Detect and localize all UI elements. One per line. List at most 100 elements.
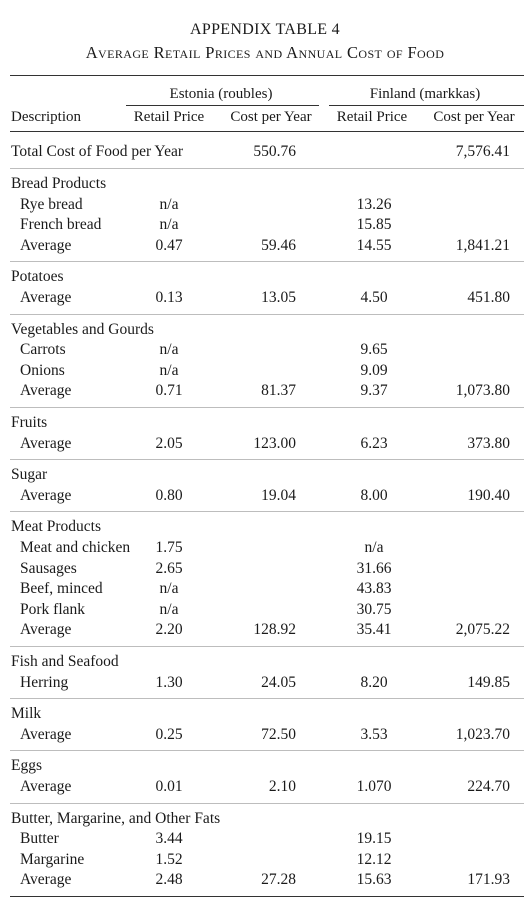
fin-retail-price: 8.20 bbox=[360, 673, 388, 691]
est-cost-per-year: 128.92 bbox=[253, 621, 296, 639]
group-heading: Potatoes bbox=[11, 268, 64, 286]
item-label: Sausages bbox=[20, 559, 77, 577]
est-retail-price: 0.01 bbox=[155, 778, 183, 795]
est-retail-price: n/a bbox=[159, 600, 179, 618]
average-label: Average bbox=[20, 621, 72, 639]
est-cost-per-year: 81.37 bbox=[261, 382, 296, 400]
est-cost-per-year: 123.00 bbox=[253, 434, 296, 452]
est-retail-price: 1.52 bbox=[155, 850, 183, 868]
estonia-underline bbox=[126, 105, 319, 106]
table-title: APPENDIX TABLE 4 bbox=[190, 21, 340, 38]
fin-retail-price: n/a bbox=[364, 539, 384, 556]
average-label: Average bbox=[20, 434, 72, 452]
est-cost-per-year: 2.10 bbox=[268, 778, 296, 795]
est-retail-price: 1.30 bbox=[155, 673, 183, 691]
est-retail-price: n/a bbox=[159, 195, 179, 213]
fin-retail-price: 8.00 bbox=[360, 486, 388, 504]
bottom-rule bbox=[10, 896, 524, 897]
est-retail-price: 0.47 bbox=[155, 236, 183, 254]
item-label: Rye bread bbox=[20, 195, 83, 213]
group-heading: Eggs bbox=[11, 757, 42, 775]
section-divider bbox=[10, 168, 524, 169]
est-retail-price: 2.05 bbox=[155, 434, 183, 452]
top-rule bbox=[10, 75, 524, 76]
average-label: Average bbox=[20, 289, 72, 306]
fin-retail-price: 4.50 bbox=[360, 289, 388, 306]
fin-retail-price: 6.23 bbox=[360, 434, 388, 452]
group-heading: Vegetables and Gourds bbox=[11, 320, 154, 338]
description-header: Description bbox=[11, 109, 81, 125]
fin-retail-price: 15.85 bbox=[356, 216, 392, 234]
fin-retail-price-header: Retail Price bbox=[336, 109, 408, 125]
section-divider bbox=[10, 407, 524, 408]
fin-cost-per-year: 171.93 bbox=[467, 871, 510, 889]
est-retail-price: n/a bbox=[159, 580, 179, 598]
group-heading: Meat Products bbox=[11, 518, 101, 536]
est-retail-price: 0.71 bbox=[155, 382, 183, 400]
est-retail-price: 0.80 bbox=[155, 486, 183, 504]
est-retail-price: n/a bbox=[159, 341, 179, 359]
est-retail-price: 2.65 bbox=[155, 559, 183, 577]
est-cost-per-year: 13.05 bbox=[261, 289, 296, 306]
fin-retail-price: 1.070 bbox=[356, 778, 392, 795]
fin-retail-price: 13.26 bbox=[356, 195, 392, 213]
fin-cost-per-year: 224.70 bbox=[467, 778, 510, 795]
section-divider bbox=[10, 802, 524, 804]
group-heading: Milk bbox=[11, 705, 42, 723]
section-divider bbox=[10, 313, 524, 315]
est-cost-header: Cost per Year bbox=[230, 109, 312, 125]
est-cost-per-year: 27.28 bbox=[261, 871, 296, 889]
est-retail-price: 3.44 bbox=[155, 830, 183, 848]
average-label: Average bbox=[20, 382, 72, 400]
fin-cost-per-year: 451.80 bbox=[467, 289, 510, 306]
section-divider bbox=[10, 459, 524, 461]
group-heading: Fruits bbox=[11, 414, 48, 431]
fin-retail-price: 9.37 bbox=[360, 382, 388, 400]
fin-cost-per-year: 1,841.21 bbox=[455, 236, 510, 254]
fin-retail-price: 9.09 bbox=[360, 361, 388, 379]
item-label: Herring bbox=[20, 673, 69, 691]
group-heading: Fish and Seafood bbox=[11, 653, 119, 670]
section-divider bbox=[10, 750, 524, 752]
fin-retail-price: 31.66 bbox=[356, 559, 392, 577]
section-divider bbox=[10, 646, 524, 647]
fin-cost-per-year: 2,075.22 bbox=[455, 621, 510, 639]
group-heading: Bread Products bbox=[11, 175, 107, 192]
table-subtitle: Average Retail Prices and Annual Cost of… bbox=[85, 43, 445, 62]
fin-retail-price: 43.83 bbox=[356, 580, 392, 598]
item-label: French bread bbox=[20, 216, 102, 234]
average-label: Average bbox=[20, 486, 72, 504]
average-label: Average bbox=[20, 236, 72, 254]
average-label: Average bbox=[20, 778, 72, 795]
fin-cost-per-year: 1,023.70 bbox=[455, 725, 510, 743]
est-cost-per-year: 72.50 bbox=[261, 725, 296, 743]
total-label: Total Cost of Food per Year bbox=[11, 143, 183, 160]
section-divider bbox=[10, 698, 524, 700]
fin-cost-per-year: 190.40 bbox=[467, 486, 510, 504]
fin-retail-price: 3.53 bbox=[360, 725, 388, 743]
item-label: Butter bbox=[20, 830, 59, 848]
est-retail-price: n/a bbox=[159, 361, 179, 379]
group-heading: Butter, Margarine, and Other Fats bbox=[11, 809, 221, 827]
fin-retail-price: 15.63 bbox=[356, 871, 392, 889]
fin-retail-price: 35.41 bbox=[356, 621, 392, 639]
fin-retail-price: 30.75 bbox=[356, 600, 392, 618]
finland-underline bbox=[329, 105, 524, 106]
average-label: Average bbox=[20, 725, 72, 743]
fin-retail-price: 14.55 bbox=[356, 236, 392, 254]
finland-header: Finland (markkas) bbox=[369, 86, 481, 102]
item-label: Beef, minced bbox=[20, 580, 103, 598]
est-retail-price: 0.25 bbox=[155, 725, 183, 743]
est-retail-price-header: Retail Price bbox=[133, 109, 205, 125]
item-label: Onions bbox=[20, 361, 65, 379]
header-rule bbox=[10, 131, 524, 132]
average-label: Average bbox=[20, 871, 72, 889]
item-label: Pork flank bbox=[20, 600, 86, 618]
fin-cost-per-year: 373.80 bbox=[467, 434, 510, 452]
fin-cost-per-year: 149.85 bbox=[467, 673, 510, 691]
item-label: Meat and chicken bbox=[20, 539, 131, 556]
est-cost-per-year: 24.05 bbox=[261, 673, 296, 691]
est-retail-price: 0.13 bbox=[155, 289, 183, 306]
fin-retail-price: 12.12 bbox=[356, 850, 392, 868]
section-divider bbox=[10, 261, 524, 263]
